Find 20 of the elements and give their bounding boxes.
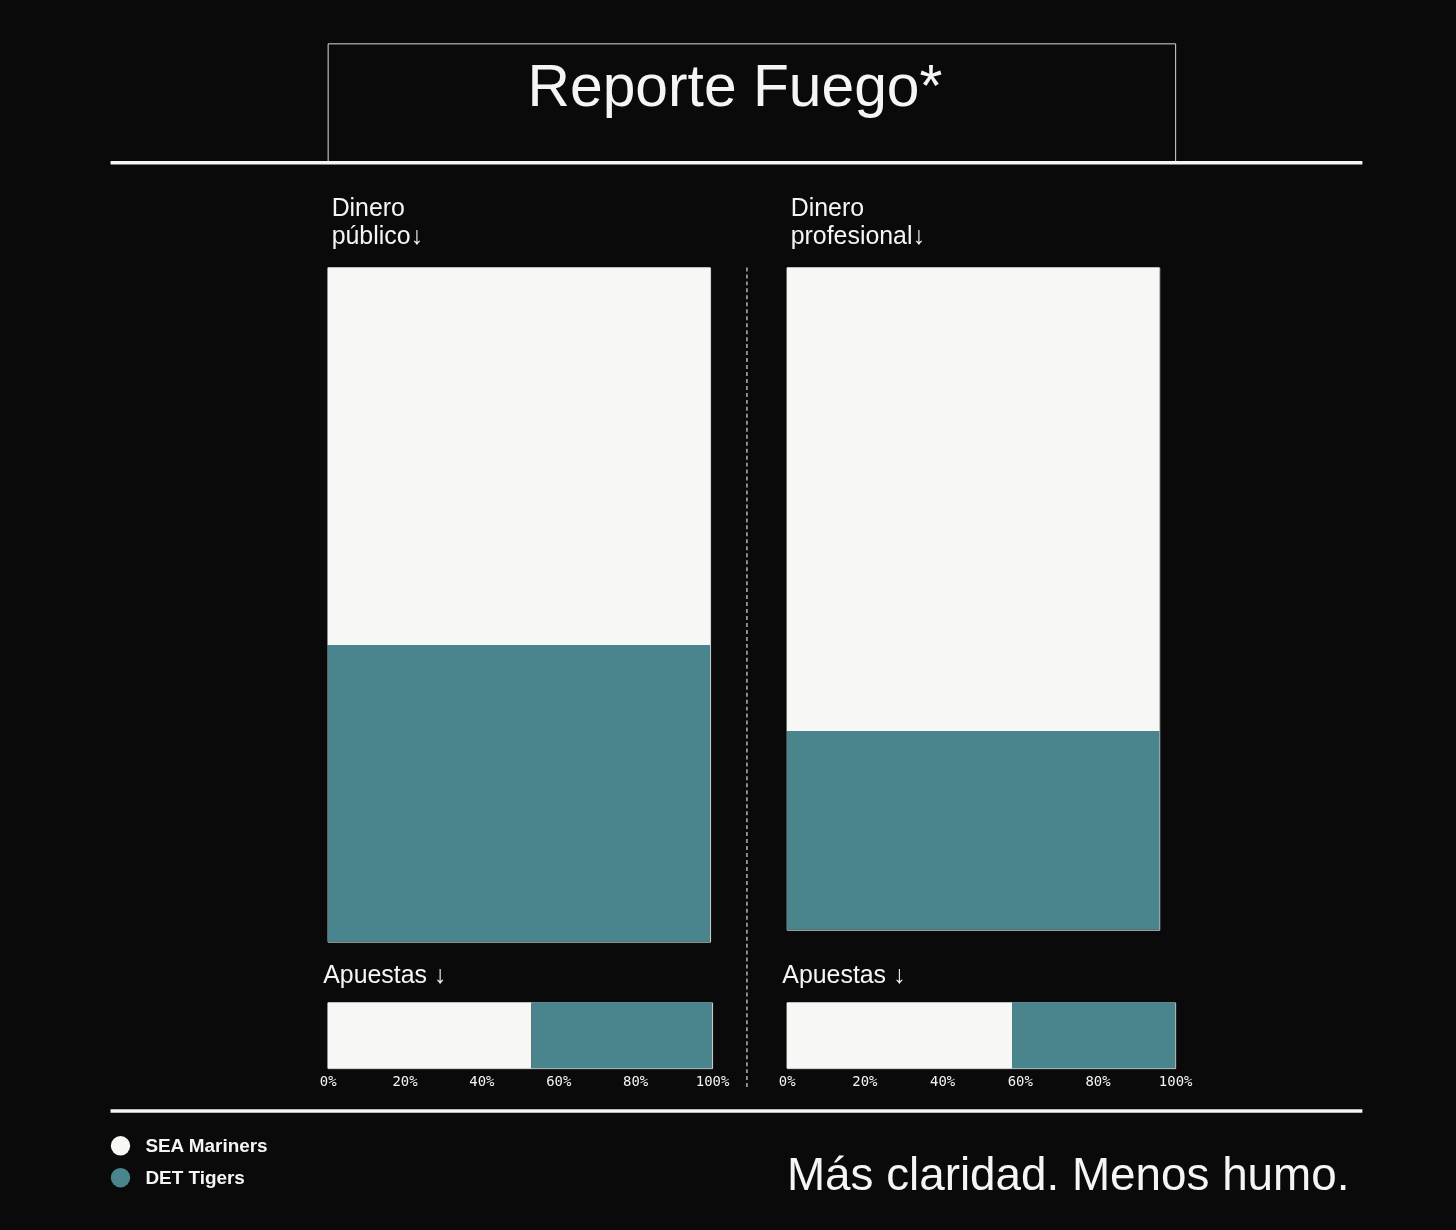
x-tick-label: 80% xyxy=(623,1072,649,1089)
chart-title: Dinero profesional↓ xyxy=(790,192,925,249)
chart-title: Dinero público↓ xyxy=(331,192,423,249)
chart-title: Apuestas ↓ xyxy=(782,960,906,989)
legend-label: DET Tigers xyxy=(145,1166,245,1188)
chart-title: Apuestas ↓ xyxy=(323,960,447,989)
x-tick-label: 100% xyxy=(695,1072,730,1089)
text: Más claridad. Menos humo. xyxy=(786,1148,1350,1200)
x-tick-label: 40% xyxy=(930,1072,956,1089)
x-tick-label: 20% xyxy=(392,1072,419,1089)
x-tick-label: 0% xyxy=(319,1072,338,1089)
x-tick-label: 0% xyxy=(778,1072,797,1089)
x-tick-label: 60% xyxy=(1007,1072,1034,1089)
x-tick-label: 40% xyxy=(469,1072,496,1089)
text: Reporte Fuego* xyxy=(527,53,943,119)
x-tick-label: 100% xyxy=(1158,1072,1194,1089)
x-tick-label: 80% xyxy=(1085,1072,1112,1089)
x-tick-label: 20% xyxy=(852,1072,879,1089)
x-tick-label: 60% xyxy=(546,1072,572,1089)
legend-label: SEA Mariners xyxy=(145,1134,268,1156)
